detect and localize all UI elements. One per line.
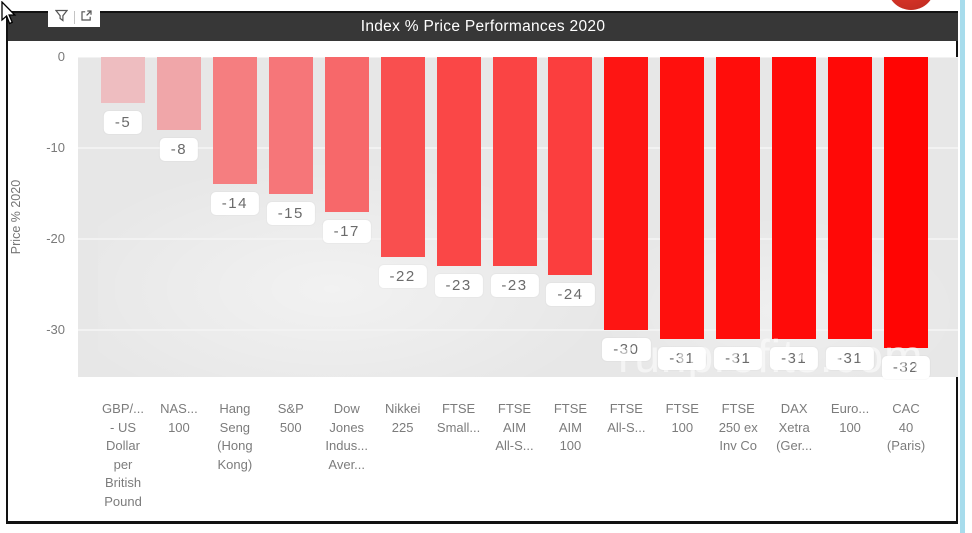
x-axis-label: FTSE 100 — [665, 401, 699, 435]
mouse-cursor — [1, 0, 17, 30]
chart-title: Index % Price Performances 2020 — [360, 18, 606, 35]
bar-8[interactable] — [492, 57, 537, 267]
data-label: -5 — [103, 110, 143, 134]
y-tick-label: 0 — [57, 49, 65, 64]
x-axis-label: DAX Xetra (Ger... — [776, 401, 813, 453]
data-label: -23 — [434, 274, 483, 298]
x-axis-label: Nikkei 225 — [384, 401, 421, 435]
bar-4[interactable] — [268, 57, 313, 194]
x-axis-label: Euro... 100 — [830, 401, 870, 435]
x-axis-label: FTSE Small... — [436, 401, 481, 435]
bar-2[interactable] — [156, 57, 201, 130]
bar-1[interactable] — [101, 57, 145, 103]
data-label: -22 — [378, 265, 427, 289]
data-label: -32 — [881, 356, 931, 380]
x-axis-label: CAC 40 (Paris) — [886, 401, 926, 453]
data-label: -30 — [602, 338, 651, 361]
data-label: -8 — [159, 137, 199, 161]
focus-mode-button[interactable] — [75, 8, 99, 27]
bar-7[interactable] — [436, 57, 481, 267]
x-axis-label: GBP/... - US Dollar per British Pound — [102, 401, 144, 509]
bar-5[interactable] — [324, 57, 369, 212]
bar-12[interactable] — [716, 57, 761, 340]
data-label: -31 — [770, 347, 819, 371]
data-label: -15 — [266, 201, 315, 225]
x-axis-label: FTSE 250 ex Inv Co — [718, 401, 758, 453]
data-label: -31 — [825, 347, 875, 371]
data-label: -31 — [714, 347, 763, 371]
data-label: -17 — [322, 219, 371, 243]
bar-10[interactable] — [604, 57, 649, 330]
bar-15[interactable] — [884, 57, 929, 349]
bar-9[interactable] — [548, 57, 593, 276]
data-label: -24 — [546, 283, 595, 307]
y-tick-label: -10 — [46, 140, 65, 155]
x-axis-label: FTSE AIM 100 — [553, 401, 588, 453]
data-label: -31 — [658, 347, 707, 371]
y-tick-label: -20 — [46, 231, 65, 246]
bar-6[interactable] — [380, 57, 425, 258]
bar-14[interactable] — [828, 57, 873, 340]
focus-mode-icon — [80, 9, 93, 27]
x-axis-label: S&P 500 — [277, 401, 304, 435]
red-circle-decoration — [887, 0, 935, 10]
filter-icon — [54, 9, 69, 27]
y-tick-label: -30 — [46, 322, 65, 337]
bar-3[interactable] — [212, 57, 257, 185]
x-axis-label: FTSE AIM All-S... — [495, 401, 534, 453]
toolbar-divider — [73, 11, 75, 24]
filter-button[interactable] — [50, 8, 74, 27]
x-axis-label: Dow Jones Indus... Aver... — [325, 401, 369, 472]
bar-13[interactable] — [772, 57, 817, 340]
plot-area — [78, 57, 958, 377]
gridline-y--30 — [78, 329, 958, 331]
x-axis-label: FTSE All-S... — [607, 401, 646, 435]
chart-title-bar: Index % Price Performances 2020 — [8, 13, 958, 41]
x-axis-label: Hang Seng (Hong Kong) — [217, 401, 253, 472]
x-axis-label: NAS... 100 — [160, 401, 198, 435]
selection-border — [960, 0, 965, 533]
data-label: -23 — [490, 274, 539, 298]
y-axis-title: Price % 2020 — [9, 179, 23, 255]
data-label: -14 — [210, 192, 259, 216]
bar-11[interactable] — [660, 57, 705, 340]
visual-toolbar[interactable] — [48, 8, 100, 27]
